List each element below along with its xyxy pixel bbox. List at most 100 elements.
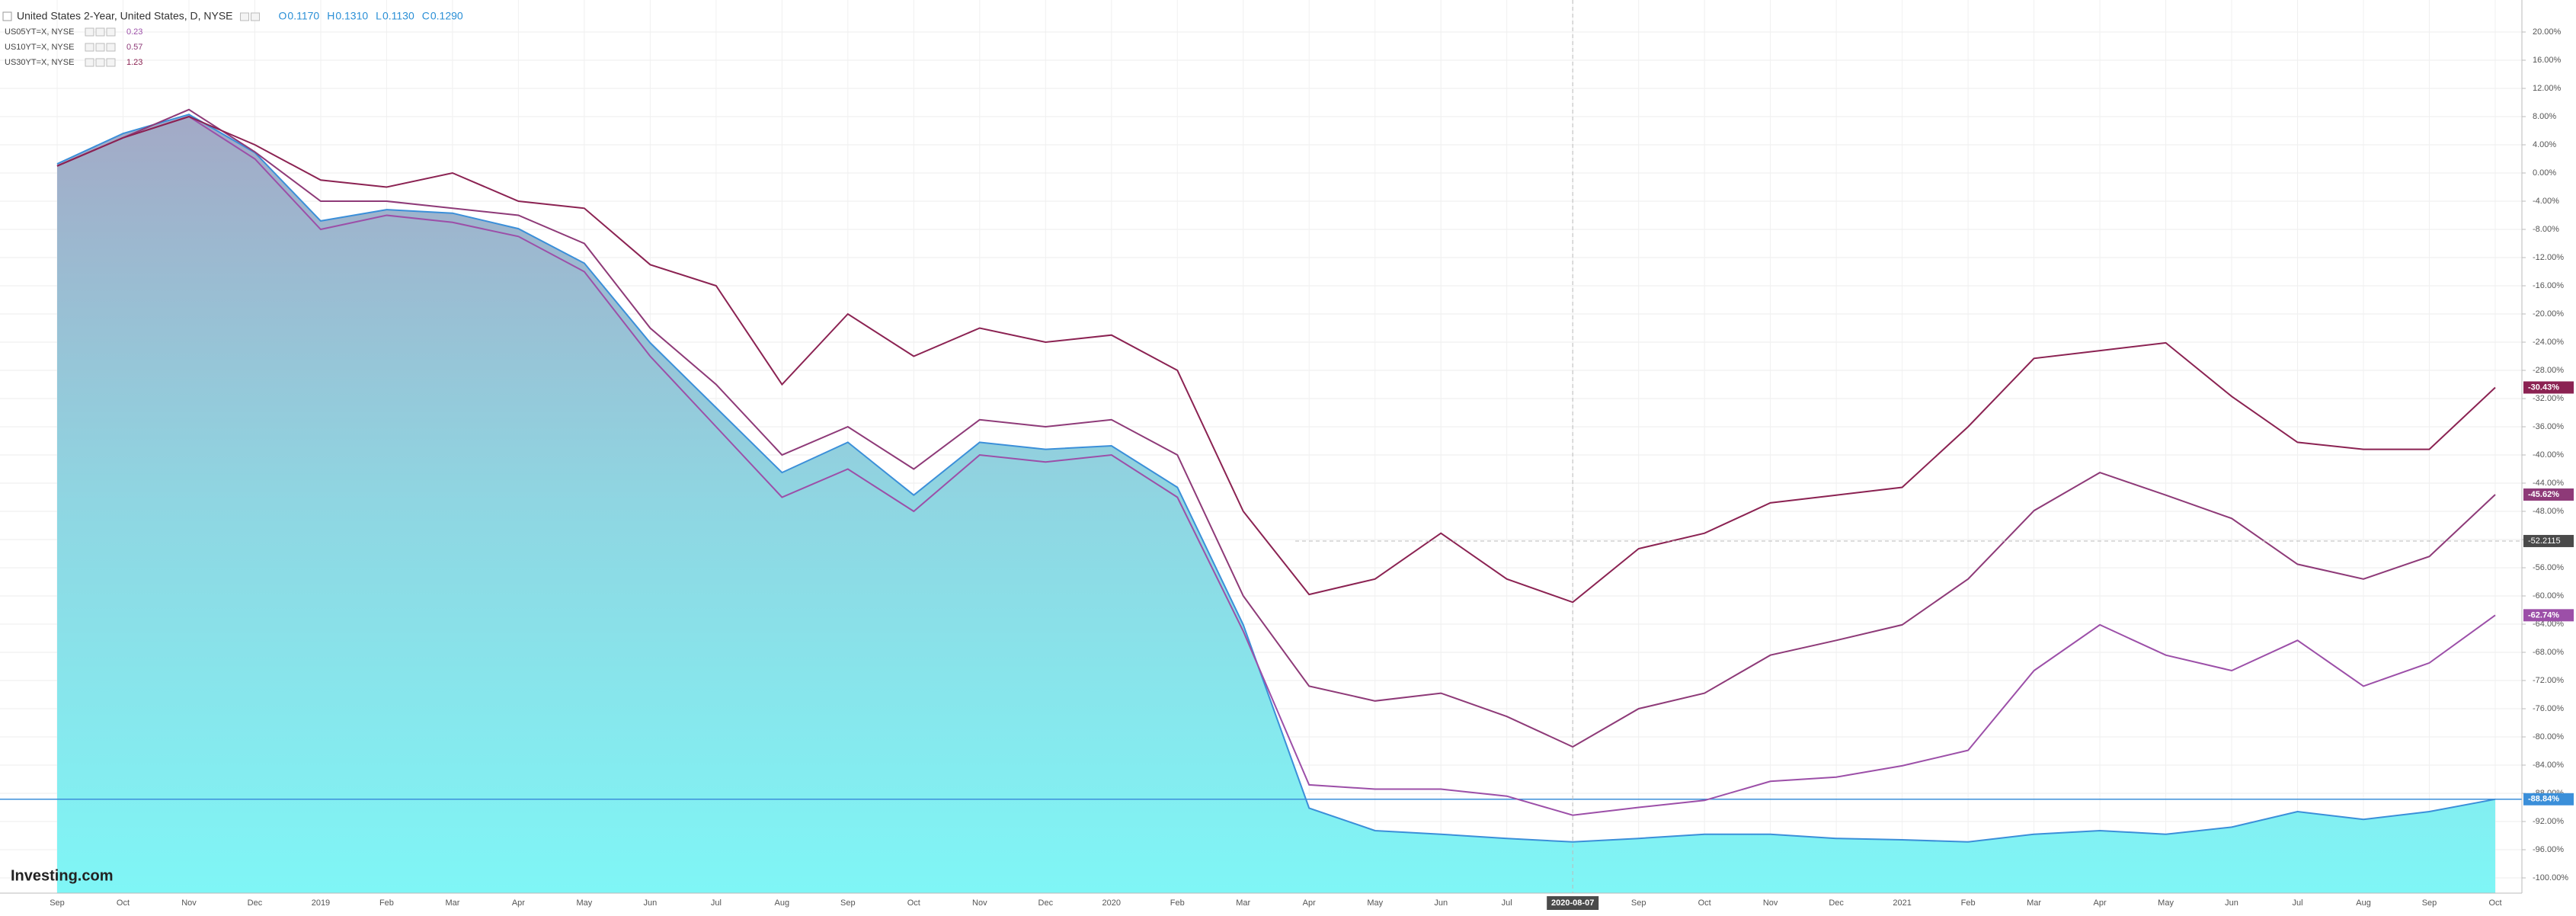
legend-button[interactable] [85,43,94,52]
y-tick-label: -28.00% [2533,366,2564,375]
y-tick-label: -100.00% [2533,873,2568,882]
x-tick-label: Sep [50,898,65,908]
legend-name: US30YT=X, NYSE [5,58,74,67]
y-tick-label: -20.00% [2533,309,2564,319]
legend-button[interactable] [95,27,105,37]
x-tick-label: Nov [972,898,987,908]
y-tick-label: -24.00% [2533,338,2564,347]
x-tick-label: Oct [117,898,130,908]
axes: 20.00% 16.00% 12.00% 8.00% 4.00% 0.00% -4.00% -… [50,27,2574,910]
y-tick-label: -12.00% [2533,253,2564,262]
y-tick-label: -80.00% [2533,732,2564,741]
last-value-label: -88.84% [2528,795,2559,804]
y-tick-label: 8.00% [2533,112,2556,121]
x-tick-label: Sep [1631,898,1646,908]
x-tick-label: Feb [1170,898,1185,908]
legend-title: United States 2-Year, United States, D, … [17,10,233,22]
series-line [56,108,2496,748]
y-tick-label: 20.00% [2533,27,2562,37]
x-tick-label: Sep [840,898,856,908]
last-value-tag [2523,609,2574,622]
ohlc-value: 0.1130 [382,10,414,22]
legend-button[interactable] [95,58,105,67]
x-tick-label: Mar [1236,898,1250,908]
y-tick-label: 4.00% [2533,140,2556,149]
legend-name: US05YT=X, NYSE [5,27,74,37]
x-tick-label: 2020 [1102,898,1121,908]
y-tick-label: 0.00% [2533,168,2556,178]
x-tick-label: Jun [2225,898,2238,908]
x-tick-label: May [2158,898,2174,908]
last-value-tag [2523,793,2574,806]
watermark: Investing.com [11,867,113,884]
y-tick-label: -72.00% [2533,676,2564,685]
x-tick-label: May [577,898,593,908]
legend-value: 0.23 [126,27,142,37]
ohlc-label: L [376,10,382,22]
x-tick-label: 2021 [1893,898,1911,908]
area [57,114,2495,893]
crosshair-x-label: 2020-08-07 [1551,898,1594,908]
ohlc-label: C [422,10,430,22]
crosshair-y-tag [2523,534,2574,547]
series-line [56,114,2496,843]
y-tick-label: -48.00% [2533,507,2564,516]
crosshair-y-label: -52.2115 [2528,536,2561,546]
y-tick-label: -68.00% [2533,648,2564,657]
legend-button[interactable] [106,58,116,67]
ohlc-label: H [327,10,334,22]
x-tick-label: May [1367,898,1383,908]
crosshair-x-tag [1547,896,1599,910]
series-line [56,115,2496,816]
y-tick-label: -36.00% [2533,422,2564,431]
last-value-tag [2523,381,2574,394]
legend-button[interactable] [240,12,250,21]
last-value-label: -62.74% [2528,610,2559,620]
legend-value: 0.57 [126,43,142,52]
y-tick-label: -44.00% [2533,479,2564,488]
ohlc-value: 0.1310 [335,10,368,22]
collapse-button[interactable] [2,11,12,21]
last-value-label: -45.62% [2528,490,2559,499]
ohlc-value: 0.1290 [430,10,463,22]
series-line [56,115,2496,604]
y-tick-label: -64.00% [2533,620,2564,629]
x-tick-label: Aug [2356,898,2371,908]
legend-button[interactable] [85,27,94,37]
x-tick-label: Dec [1829,898,1844,908]
legend-name: US10YT=X, NYSE [5,43,74,52]
x-tick-label: Oct [1698,898,1711,908]
x-tick-label: Oct [2488,898,2501,908]
y-tick-label: -76.00% [2533,704,2564,713]
y-tick-label: -4.00% [2533,197,2559,206]
x-tick-label: Apr [1303,898,1316,908]
legend-button[interactable] [85,58,94,67]
x-tick-label: Mar [2027,898,2041,908]
x-tick-label: Feb [1961,898,1976,908]
y-tick-label: 16.00% [2533,56,2562,65]
legend-button[interactable] [106,27,116,37]
y-tick-label: -16.00% [2533,281,2564,290]
ohlc-label: O [279,10,287,22]
y-tick-label: -60.00% [2533,591,2564,601]
legend-value: 1.23 [126,58,142,67]
x-tick-label: Sep [2422,898,2437,908]
y-tick-label: -8.00% [2533,225,2559,234]
legend-button[interactable] [251,12,261,21]
x-tick-label: Jun [644,898,658,908]
y-tick-label: -84.00% [2533,761,2564,770]
x-tick-label: Dec [1038,898,1054,908]
x-tick-label: Jul [2293,898,2303,908]
y-tick-label: -32.00% [2533,394,2564,403]
x-tick-label: Feb [379,898,394,908]
x-tick-label: Jun [1434,898,1448,908]
legend[interactable]: United States 2-Year, United States, D, … [2,10,463,67]
x-tick-label: Apr [512,898,525,908]
x-tick-label: Nov [1763,898,1778,908]
y-tick-label: -92.00% [2533,817,2564,826]
legend-button[interactable] [95,43,105,52]
legend-button[interactable] [106,43,116,52]
x-tick-label: Apr [2094,898,2107,908]
x-tick-label: Jul [711,898,722,908]
